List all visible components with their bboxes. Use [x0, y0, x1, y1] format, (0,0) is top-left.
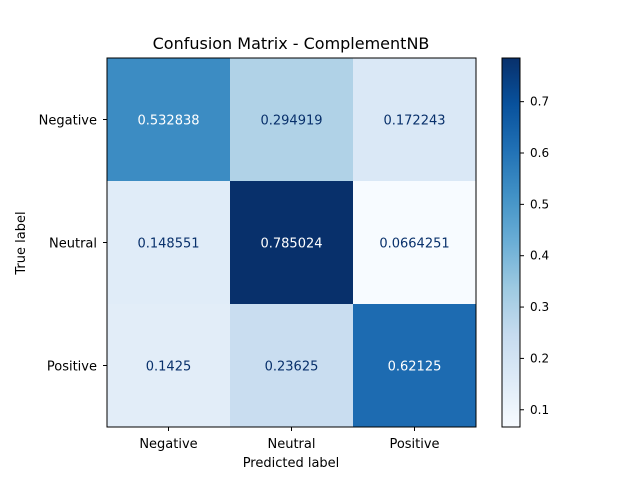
- heatmap-cell: [230, 181, 354, 305]
- y-axis-label: True label: [14, 211, 29, 275]
- y-tick-label: Positive: [47, 360, 97, 375]
- heatmap-cell: [107, 181, 231, 305]
- cell-value-label: 0.148551: [137, 237, 199, 252]
- colorbar-tick-label: 0.7: [530, 95, 549, 109]
- colorbar-ticks: 0.1 0.2 0.3 0.4 0.5 0.6 0.7: [520, 95, 549, 417]
- cell-value-label: 0.294919: [260, 114, 322, 129]
- cell-value-label: 0.1425: [146, 360, 192, 375]
- colorbar-tick-label: 0.5: [530, 197, 549, 211]
- x-tick-label: Negative: [139, 437, 197, 452]
- y-tick-label: Negative: [39, 114, 97, 129]
- heatmap-cell: [353, 304, 477, 428]
- colorbar-tick-label: 0.2: [530, 351, 549, 365]
- colorbar-tick-label: 0.4: [530, 249, 549, 263]
- y-tick-label: Neutral: [49, 237, 97, 252]
- heatmap-cell: [107, 58, 231, 182]
- heatmap-cell: [107, 304, 231, 428]
- cell-value-label: 0.172243: [383, 114, 445, 129]
- heatmap-cell: [230, 304, 354, 428]
- colorbar-tick-label: 0.1: [530, 403, 549, 417]
- cell-value-label: 0.62125: [388, 360, 442, 375]
- x-axis-ticks: Negative Neutral Positive: [139, 427, 440, 452]
- cell-value-label: 0.785024: [260, 237, 322, 252]
- heatmap-cell: [230, 58, 354, 182]
- y-axis-ticks: Negative Neutral Positive: [39, 114, 107, 375]
- heatmap-cell: [353, 58, 477, 182]
- x-tick-label: Neutral: [268, 437, 316, 452]
- heatmap-cells: [107, 58, 477, 428]
- chart-title: Confusion Matrix - ComplementNB: [153, 34, 430, 53]
- x-axis-label: Predicted label: [243, 456, 340, 471]
- colorbar-tick-label: 0.6: [530, 146, 549, 160]
- colorbar-tick-label: 0.3: [530, 300, 549, 314]
- colorbar: [501, 57, 521, 428]
- x-tick-label: Positive: [389, 437, 439, 452]
- heatmap-cell: [353, 181, 477, 305]
- cell-value-label: 0.0664251: [379, 237, 449, 252]
- cell-value-label: 0.532838: [137, 114, 199, 129]
- cell-value-label: 0.23625: [265, 360, 319, 375]
- heatmap-cell-labels: 0.532838 0.294919 0.172243 0.148551 0.785024…: [137, 114, 449, 375]
